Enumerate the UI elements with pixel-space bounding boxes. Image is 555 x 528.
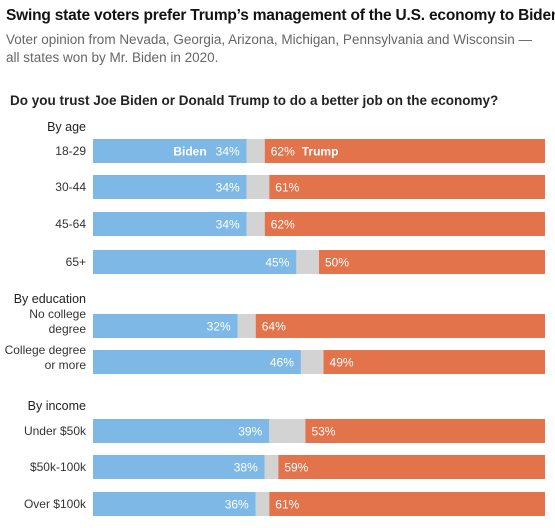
series-label-trump: Trump [302,145,339,159]
row-label: No college [29,307,86,321]
row-label: 18-29 [55,144,86,158]
survey-question: Do you trust Joe Biden or Donald Trump t… [10,93,499,108]
group-header: By income [28,399,86,413]
group-header: By age [47,120,86,134]
row-label: degree [49,322,87,336]
bar-trump [323,350,545,374]
data-label-trump: 61% [275,498,299,512]
row-label: Under $50k [24,424,87,438]
bar-trump [255,314,545,338]
data-label-biden: 45% [265,256,289,270]
bar-neither [237,314,256,338]
data-label-biden: 34% [216,218,240,232]
data-label-trump: 49% [330,356,354,370]
data-label-biden: 39% [238,425,262,439]
bar-biden [93,139,247,163]
data-label-biden: 46% [270,356,294,370]
bar-neither [246,212,265,236]
data-label-trump: 64% [262,320,286,334]
bar-trump [319,250,545,274]
bar-biden [93,212,247,236]
data-label-trump: 62% [271,145,295,159]
row-label: 30-44 [55,180,86,194]
bar-trump [264,212,545,236]
data-label-trump: 59% [284,461,308,475]
data-label-trump: 62% [271,218,295,232]
bar-biden [93,492,256,516]
bar-trump [278,455,545,479]
data-label-trump: 50% [325,256,349,270]
bar-neither [296,250,319,274]
bar-biden [93,419,270,443]
row-label: or more [45,358,87,372]
row-label: 65+ [66,255,86,269]
data-label-biden: 34% [216,181,240,195]
series-label-biden: Biden [173,145,206,159]
bar-trump [305,419,545,443]
bar-biden [93,455,265,479]
bar-trump [269,175,545,199]
bar-neither [246,139,265,163]
bar-biden [93,350,301,374]
data-label-biden: 38% [234,461,258,475]
row-label: 45-64 [55,217,86,231]
chart-title: Swing state voters prefer Trump’s manage… [6,7,555,24]
data-label-biden: 34% [216,145,240,159]
data-label-biden: 36% [225,498,249,512]
bar-biden [93,314,238,338]
row-label: $50k-100k [30,460,87,474]
bar-neither [300,350,324,374]
bar-trump [264,139,545,163]
chart-subtitle: Voter opinion from Nevada, Georgia, Ariz… [6,32,533,65]
bar-neither [246,175,270,199]
bar-trump [269,492,545,516]
row-label: Over $100k [24,497,87,511]
row-label: College degree [5,343,87,357]
bar-neither [269,419,306,443]
bar-neither [264,455,279,479]
bar-biden [93,250,297,274]
bar-biden [93,175,247,199]
group-header: By education [14,292,86,306]
data-label-trump: 61% [275,181,299,195]
bar-neither [255,492,270,516]
data-label-trump: 53% [311,425,335,439]
data-label-biden: 32% [207,320,231,334]
